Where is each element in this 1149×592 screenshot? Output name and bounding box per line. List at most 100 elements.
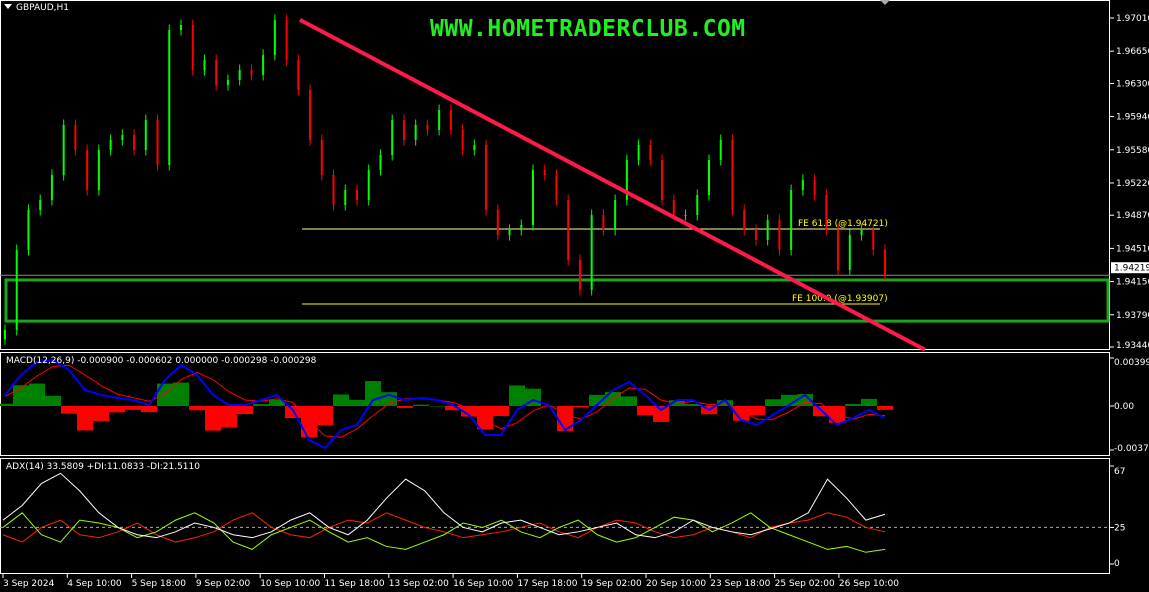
time-tick-label: 13 Sep 02:00 <box>389 579 449 589</box>
bull-candle <box>520 224 523 230</box>
macd-histogram-bar <box>397 406 413 408</box>
shift-marker-icon[interactable] <box>880 0 890 5</box>
macd-histogram-bar <box>29 383 45 406</box>
bull-candle <box>473 144 476 150</box>
macd-histogram-bar <box>861 398 877 406</box>
bull-candle <box>625 160 628 201</box>
bull-candle <box>590 215 593 290</box>
bull-candle <box>367 169 370 201</box>
bull-candle <box>180 25 182 30</box>
macd-histogram-bar <box>365 381 381 406</box>
macd-histogram-bar <box>109 406 125 413</box>
macd-histogram-bar <box>189 406 205 411</box>
macd-histogram-bar <box>45 395 61 406</box>
macd-histogram-bar <box>637 406 653 416</box>
bull-candle <box>144 120 147 150</box>
macd-histogram-bar <box>237 406 253 415</box>
macd-histogram-bar <box>589 394 605 406</box>
time-tick-label: 3 Sep 2024 <box>3 579 55 589</box>
bear-candle <box>578 260 581 290</box>
bull-candle <box>226 80 229 86</box>
minus-di-line <box>2 512 886 543</box>
time-tick-label: 10 Sep 10:00 <box>260 579 320 589</box>
bear-candle <box>602 215 605 230</box>
time-tick-label: 17 Sep 18:00 <box>517 579 577 589</box>
macd-tick-label: 0.00 <box>1114 402 1134 412</box>
bull-candle <box>273 20 276 55</box>
price-tick-label: 1.94870 <box>1116 211 1149 221</box>
macd-histogram-bar <box>0 403 13 406</box>
bear-candle <box>320 140 323 176</box>
macd-histogram-bar <box>205 406 221 431</box>
time-tick-label: 23 Sep 18:00 <box>710 579 770 589</box>
adx-tick-label: 67 <box>1114 467 1125 477</box>
current-price-label: 1.94219 <box>1114 264 1149 274</box>
bull-candle <box>203 60 206 70</box>
time-tick-label: 19 Sep 02:00 <box>582 579 642 589</box>
bear-candle <box>133 135 136 150</box>
menu-triangle-icon[interactable] <box>4 4 12 9</box>
macd-histogram-bar <box>349 399 365 406</box>
macd-histogram-bar <box>845 404 861 406</box>
bull-candle <box>801 180 804 190</box>
macd-histogram-bar <box>685 404 701 406</box>
bear-candle <box>215 60 218 86</box>
time-tick-label: 11 Sep 18:00 <box>325 579 385 589</box>
bull-candle <box>438 109 441 130</box>
fib-level-label: FE 100.0 (@1.93907) <box>792 294 888 304</box>
bear-candle <box>191 25 194 70</box>
bull-candle <box>719 140 722 161</box>
macd-histogram-bar <box>509 385 525 406</box>
bull-candle <box>379 155 382 170</box>
bear-candle <box>872 229 875 250</box>
adx-panel-border <box>0 458 1110 574</box>
time-tick-label: 25 Sep 02:00 <box>775 579 835 589</box>
fib-level-label: FE 61.8 (@1.94721) <box>798 219 888 229</box>
bear-candle <box>778 220 781 250</box>
bull-candle <box>708 160 710 196</box>
time-tick-label: 5 Sep 18:00 <box>132 579 187 589</box>
bull-candle <box>790 189 793 250</box>
macd-histogram-bar <box>797 394 813 406</box>
bull-candle <box>391 120 394 156</box>
plus-di-line <box>2 512 886 553</box>
bear-candle <box>649 144 652 161</box>
bear-candle <box>285 20 288 61</box>
bear-candle <box>156 120 159 165</box>
watermark: WWW.HOMETRADERCLUB.COM <box>430 16 746 42</box>
macd-histogram-bar <box>461 406 477 417</box>
bear-candle <box>672 200 675 216</box>
bear-candle <box>485 144 488 210</box>
symbol-title: GBPAUD,H1 <box>16 3 70 13</box>
macd-histogram-bar <box>653 406 669 422</box>
macd-title: MACD(12,26,9) -0.000900 -0.000602 0.0000… <box>6 356 317 366</box>
macd-histogram-bar <box>157 383 173 406</box>
bear-candle <box>731 140 734 210</box>
bear-candle <box>426 124 429 130</box>
bear-candle <box>884 249 886 276</box>
adx-title: ADX(14) 33.5809 +DI:11.0833 -DI:21.5110 <box>6 462 200 472</box>
bull-candle <box>614 200 617 230</box>
macd-histogram-bar <box>317 406 333 426</box>
bull-candle <box>532 169 534 225</box>
bull-candle <box>15 249 18 330</box>
bear-candle <box>825 195 828 230</box>
bear-candle <box>743 209 746 230</box>
macd-histogram-bar <box>173 382 189 406</box>
bear-candle <box>86 149 89 190</box>
macd-tick-label: 0.003998 <box>1114 358 1149 368</box>
macd-histogram-bar <box>253 404 269 406</box>
macd-histogram-bar <box>333 394 349 406</box>
bull-candle <box>39 200 42 210</box>
macd-histogram-bar <box>781 394 797 406</box>
bear-candle <box>332 175 335 205</box>
macd-histogram-bar <box>77 406 93 431</box>
macd-histogram-bar <box>301 406 317 438</box>
time-tick-label: 16 Sep 10:00 <box>453 579 513 589</box>
bull-candle <box>121 135 124 141</box>
macd-histogram-bar <box>429 406 445 407</box>
support-zone <box>4 278 1110 323</box>
time-tick-label: 4 Sep 10:00 <box>67 579 122 589</box>
bear-candle <box>74 124 77 150</box>
